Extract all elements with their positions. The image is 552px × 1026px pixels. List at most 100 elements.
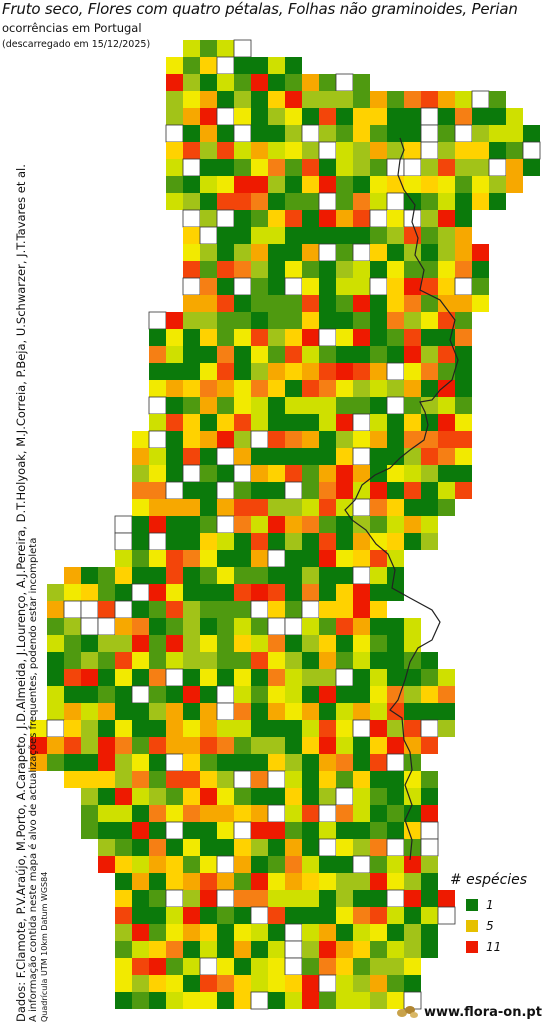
grid-cell	[302, 142, 319, 159]
grid-cell	[183, 40, 200, 57]
grid-cell	[64, 584, 81, 601]
grid-cell	[302, 159, 319, 176]
grid-cell	[319, 771, 336, 788]
grid-cell	[438, 363, 455, 380]
grid-cell	[420, 124, 439, 143]
grid-cell	[251, 312, 268, 329]
legend-swatch-5	[466, 919, 478, 932]
grid-cell	[336, 346, 353, 363]
grid-cell	[233, 821, 252, 840]
grid-cell	[370, 601, 387, 618]
grid-cell	[353, 295, 370, 312]
grid-cell	[234, 142, 251, 159]
grid-cell	[200, 91, 217, 108]
grid-cell	[455, 329, 472, 346]
grid-cell	[302, 329, 319, 346]
grid-cell	[319, 550, 336, 567]
grid-cell	[319, 924, 336, 941]
grid-cell	[285, 312, 302, 329]
grid-cell	[438, 499, 455, 516]
grid-cell	[98, 788, 115, 805]
grid-cell	[234, 499, 251, 516]
grid-cell	[81, 567, 98, 584]
grid-cell	[115, 839, 132, 856]
grid-cell	[217, 533, 234, 550]
grid-cell	[302, 499, 319, 516]
grid-cell	[166, 414, 183, 431]
grid-cell	[234, 57, 251, 74]
grid-cell	[183, 686, 200, 703]
grid-cell	[319, 499, 336, 516]
grid-cell	[97, 617, 116, 636]
grid-cell	[81, 686, 98, 703]
grid-cell	[404, 686, 421, 703]
grid-cell	[387, 635, 404, 652]
grid-cell	[319, 788, 336, 805]
grid-cell	[268, 924, 285, 941]
grid-cell	[251, 584, 268, 601]
grid-cell	[81, 720, 98, 737]
grid-cell	[200, 465, 217, 482]
grid-cell	[455, 176, 472, 193]
grid-cell	[318, 141, 337, 160]
grid-cell	[438, 890, 455, 907]
grid-cell	[200, 856, 217, 873]
grid-cell	[319, 618, 336, 635]
grid-cell	[268, 244, 285, 261]
grid-cell	[251, 975, 268, 992]
grid-cell	[183, 142, 200, 159]
grid-cell	[353, 771, 370, 788]
grid-cell	[132, 499, 149, 516]
grid-cell	[318, 192, 337, 211]
grid-cell	[183, 74, 200, 91]
grid-cell	[319, 584, 336, 601]
grid-cell	[268, 958, 285, 975]
grid-cell	[284, 277, 303, 296]
grid-cell	[234, 74, 251, 91]
grid-cell	[369, 277, 388, 296]
grid-cell	[268, 499, 285, 516]
grid-cell	[251, 720, 268, 737]
grid-cell	[370, 244, 387, 261]
grid-cell	[200, 261, 217, 278]
grid-cell	[234, 346, 251, 363]
grid-cell	[506, 125, 523, 142]
grid-cell	[149, 465, 166, 482]
flora-on-logo-link[interactable]: www.flora-on.pt	[396, 1004, 542, 1020]
grid-cell	[302, 567, 319, 584]
grid-cell	[387, 329, 404, 346]
grid-cell	[251, 346, 268, 363]
grid-cell	[421, 890, 438, 907]
grid-cell	[472, 261, 489, 278]
grid-cell	[200, 720, 217, 737]
grid-cell	[200, 669, 217, 686]
grid-cell	[63, 600, 82, 619]
grid-cell	[47, 737, 64, 754]
grid-cell	[285, 737, 302, 754]
grid-cell	[319, 601, 336, 618]
grid-cell	[370, 567, 387, 584]
grid-cell	[217, 74, 234, 91]
grid-cell	[387, 992, 404, 1009]
grid-cell	[336, 635, 353, 652]
grid-cell	[183, 312, 200, 329]
grid-cell	[268, 159, 285, 176]
grid-cell	[217, 125, 234, 142]
grid-cell	[455, 482, 472, 499]
grid-cell	[166, 567, 183, 584]
grid-cell	[370, 533, 387, 550]
grid-cell	[353, 975, 370, 992]
grid-cell	[353, 74, 370, 91]
grid-cell	[302, 261, 319, 278]
grid-cell	[455, 142, 472, 159]
grid-cell	[149, 839, 166, 856]
grid-cell	[149, 941, 166, 958]
grid-cell	[217, 720, 234, 737]
grid-cell	[472, 125, 489, 142]
grid-cell	[115, 890, 132, 907]
grid-cell	[200, 363, 217, 380]
grid-cell	[285, 720, 302, 737]
grid-cell	[387, 584, 404, 601]
grid-cell	[166, 924, 183, 941]
grid-cell	[200, 125, 217, 142]
